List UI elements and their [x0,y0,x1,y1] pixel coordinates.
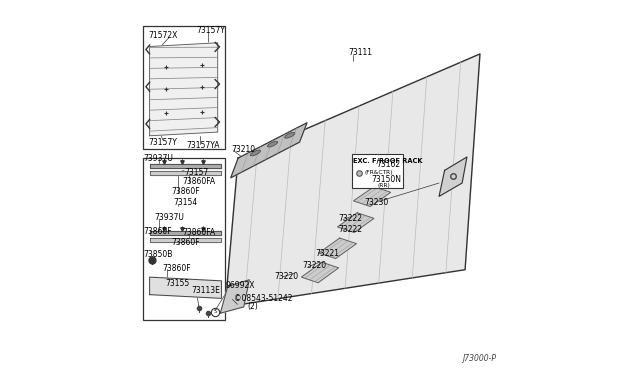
Ellipse shape [268,141,278,147]
Text: 73220: 73220 [302,262,326,270]
Polygon shape [150,277,221,298]
Polygon shape [353,187,390,206]
Bar [143,158,225,320]
Text: J73000-P: J73000-P [463,354,497,363]
Bar [143,26,225,149]
Polygon shape [150,43,218,136]
Text: 73222: 73222 [338,214,362,223]
Text: 73154: 73154 [173,198,197,207]
Text: 73221: 73221 [316,249,340,258]
Polygon shape [363,162,402,182]
Text: (2): (2) [248,302,258,311]
Text: EXC. F/ROOF RACK: EXC. F/ROOF RACK [353,158,422,164]
Polygon shape [150,171,221,175]
Text: 73860FA: 73860FA [182,228,216,237]
Ellipse shape [285,132,295,138]
Polygon shape [337,213,374,232]
Text: 73111: 73111 [348,48,372,57]
Text: ©08543-51242: ©08543-51242 [234,294,292,303]
Text: 73937U: 73937U [143,154,173,163]
Text: 73210: 73210 [232,145,255,154]
Text: 96992X: 96992X [225,281,255,290]
Text: 73113E: 73113E [191,286,221,295]
Text: 73157YA: 73157YA [187,141,220,150]
Polygon shape [231,123,307,178]
Text: 73157: 73157 [184,169,209,177]
Text: 73220: 73220 [275,272,299,280]
Text: 73222: 73222 [338,225,362,234]
Text: S: S [213,309,217,314]
Polygon shape [301,262,339,283]
Text: 73860FA: 73860FA [182,177,216,186]
Text: 73157Y: 73157Y [196,26,225,35]
Text: 71572X: 71572X [148,31,177,40]
Text: 73150N: 73150N [371,174,401,183]
Polygon shape [319,238,356,259]
Polygon shape [439,157,467,196]
Polygon shape [150,231,221,235]
Text: 73162: 73162 [376,160,401,169]
Bar [351,154,403,188]
Text: 73860F: 73860F [172,238,200,247]
Text: 73850B: 73850B [143,250,173,259]
Text: 73860F: 73860F [162,264,191,273]
Text: 73157Y: 73157Y [148,138,177,147]
Text: (RR): (RR) [378,183,390,188]
Text: 73860F: 73860F [172,187,200,196]
Text: 73230: 73230 [364,198,388,207]
Polygon shape [225,54,480,307]
Text: 73860F: 73860F [143,227,172,236]
Polygon shape [150,164,221,168]
Ellipse shape [250,150,260,156]
Text: 73937U: 73937U [154,213,184,222]
Text: 73155: 73155 [166,279,190,288]
Text: (FR&CTR): (FR&CTR) [365,170,393,175]
Polygon shape [150,238,221,242]
Polygon shape [220,280,250,313]
